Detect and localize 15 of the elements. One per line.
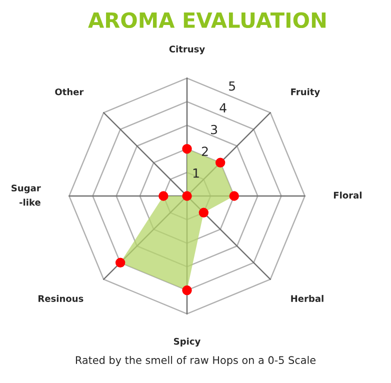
y-tick-label: 2 (202, 146, 208, 156)
y-tick-label: 1 (193, 168, 199, 178)
spoke-label: Resinous (38, 294, 84, 302)
spoke-label: Floral (334, 192, 362, 199)
chart-title: AROMA EVALUATION (88, 12, 326, 28)
spoke-label: Herbal (291, 294, 324, 302)
text: Rated by the smell of raw Hops on a 0-5 Scale (76, 356, 316, 366)
spoke-label: Citrusy (169, 45, 205, 54)
spoke-label: Fruity (291, 88, 320, 98)
y-tick-label: 5 (229, 81, 235, 91)
y-tick-label: 4 (220, 103, 226, 112)
y-tick-label: 3 (211, 124, 218, 134)
spoke-label: Sugar -like (12, 184, 41, 206)
spoke-label: Spicy (174, 338, 200, 347)
spoke-label: Other (55, 88, 84, 96)
